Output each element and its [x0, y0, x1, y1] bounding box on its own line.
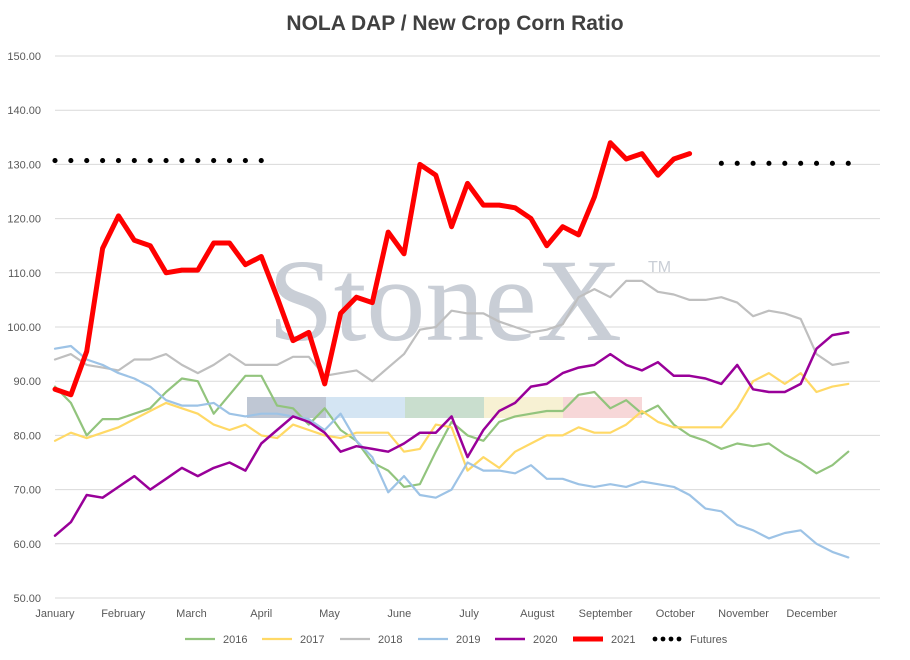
axes: 50.00 60.00 70.00 80.00 90.00 100.00 110.00 120…	[7, 51, 837, 620]
series-line	[53, 344, 850, 559]
series-line	[53, 279, 850, 383]
legend-label: 2021	[611, 634, 635, 646]
legend-label: 2019	[456, 634, 480, 646]
legend-label: 2016	[223, 634, 247, 646]
x-tick-label: October	[656, 608, 695, 620]
y-tick-label: 50.00	[13, 593, 41, 605]
y-tick-label: 150.00	[7, 51, 41, 63]
y-tick-label: 60.00	[13, 539, 41, 551]
data-point	[163, 158, 169, 164]
data-point	[258, 158, 264, 164]
x-tick-label: August	[520, 608, 554, 620]
series-Futures	[52, 158, 851, 166]
legend-swatch	[652, 636, 658, 642]
data-point	[211, 158, 217, 164]
legend-swatch	[676, 636, 682, 642]
data-point	[718, 160, 724, 166]
series-2018	[53, 279, 850, 383]
data-point	[242, 158, 248, 164]
y-tick-label: 80.00	[13, 430, 41, 442]
series-line	[53, 372, 850, 472]
data-point	[52, 158, 58, 164]
y-tick-label: 130.00	[7, 159, 41, 171]
x-tick-label: March	[176, 608, 207, 620]
data-point	[813, 160, 820, 166]
legend-label: Futures	[690, 634, 728, 646]
y-tick-label: 100.00	[7, 322, 41, 334]
watermark-tm: TM	[648, 259, 671, 276]
data-point	[147, 158, 153, 164]
chart-title: NOLA DAP / New Crop Corn Ratio	[286, 12, 624, 35]
series-line	[52, 140, 693, 398]
y-tick-label: 120.00	[7, 214, 41, 226]
y-tick-label: 110.00	[8, 268, 41, 280]
data-point	[84, 158, 90, 164]
data-point	[68, 158, 74, 164]
y-tick-label: 140.00	[7, 105, 41, 117]
series-2016	[53, 374, 850, 488]
legend-item: 2021	[573, 634, 635, 646]
legend-item: 2016	[185, 634, 247, 646]
series-2017	[53, 372, 850, 472]
stonex-watermark: StoneX TM	[247, 235, 671, 418]
x-tick-label: July	[459, 608, 479, 620]
x-tick-label: November	[718, 608, 769, 620]
legend-item: 2018	[340, 634, 402, 646]
series-2019	[53, 344, 850, 559]
legend-item: 2017	[262, 634, 324, 646]
legend-swatch	[660, 636, 666, 642]
data-point	[766, 160, 772, 166]
data-point	[750, 160, 756, 166]
x-tick-label: April	[250, 608, 272, 620]
data-point	[131, 158, 137, 164]
series-line	[53, 331, 850, 537]
data-point	[829, 160, 835, 166]
x-tick-label: June	[387, 608, 411, 620]
watermark-text: StoneX	[268, 235, 622, 366]
legend-label: 2020	[533, 634, 557, 646]
watermark-band	[484, 397, 563, 418]
y-tick-label: 90.00	[13, 376, 41, 388]
x-tick-label: February	[101, 608, 146, 620]
data-point	[734, 160, 740, 166]
data-point	[179, 158, 185, 164]
data-point	[226, 158, 233, 164]
x-tick-label: January	[35, 608, 75, 620]
legend-item: 2019	[418, 634, 480, 646]
legend-item: Futures	[652, 634, 728, 646]
legend: 2016 2017 2018 2019 2020 2021 Futures	[185, 634, 728, 646]
series-2021	[52, 140, 693, 398]
y-tick-label: 70.00	[13, 485, 41, 497]
series-2020	[53, 331, 850, 537]
data-point	[845, 160, 851, 166]
data-point	[782, 160, 788, 166]
series-lines	[52, 140, 851, 559]
data-point	[115, 158, 122, 164]
data-point	[100, 158, 106, 164]
x-tick-label: May	[319, 608, 340, 620]
legend-label: 2017	[300, 634, 324, 646]
series-line	[53, 374, 850, 488]
legend-item: 2020	[495, 634, 557, 646]
legend-label: 2018	[378, 634, 402, 646]
x-tick-label: December	[786, 608, 837, 620]
watermark-band	[405, 397, 484, 418]
data-point	[195, 158, 201, 164]
x-tick-label: September	[579, 608, 633, 620]
legend-swatch	[668, 636, 674, 642]
watermark-band	[326, 397, 405, 418]
data-point	[798, 160, 804, 166]
